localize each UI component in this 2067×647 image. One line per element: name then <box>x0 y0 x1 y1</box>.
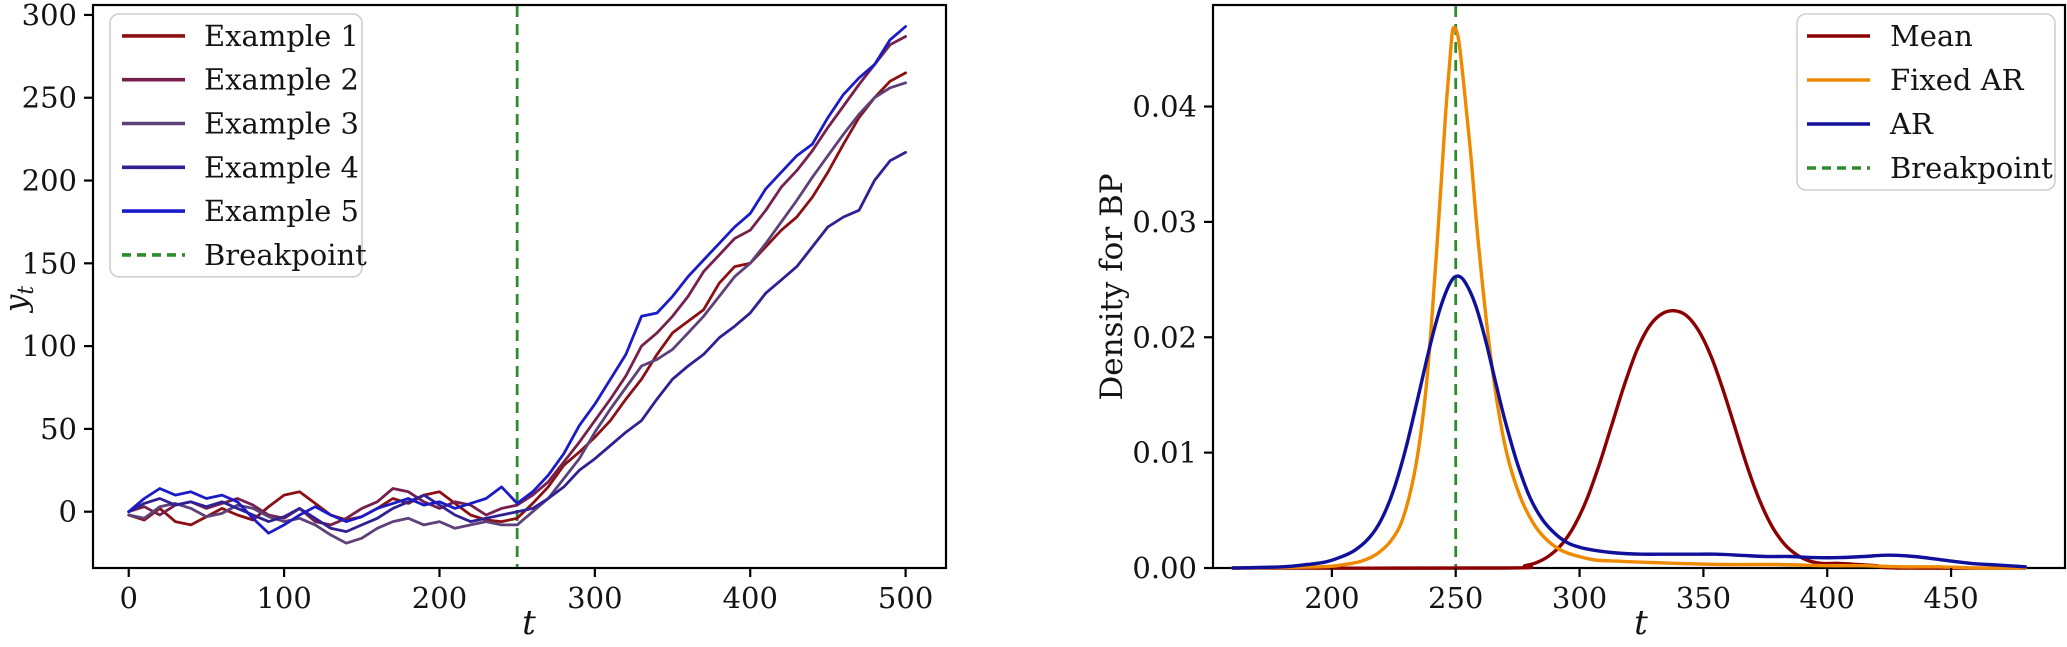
y-axis-tick-label: 100 <box>22 329 77 363</box>
series-line-example-3 <box>127 81 907 545</box>
series-line-ar <box>1231 274 2028 570</box>
legend-label-breakpoint: Breakpoint <box>204 238 367 272</box>
legend-label-mean: Mean <box>1890 19 1973 53</box>
legend-label-breakpoint: Breakpoint <box>1890 151 2053 185</box>
legend: Example 1 Example 2 Example 3 Example 4 Exam… <box>109 13 367 278</box>
y-axis-tick-label: 250 <box>22 81 77 115</box>
y-axis-tick-label: 300 <box>22 0 77 32</box>
x-axis-tick-label: 0 <box>120 581 138 615</box>
legend-label-example-1: Example 1 <box>204 19 359 53</box>
y-axis-tick-label: 0.03 <box>1132 205 1197 239</box>
x-axis-tick-label: 500 <box>878 581 933 615</box>
y-axis-tick-label: 50 <box>40 412 77 446</box>
x-axis-tick-label: 200 <box>412 581 467 615</box>
left-chart: 0 100 200 300 400 500 0 50 100 150 200 250 300 t yt Exa… <box>0 0 948 643</box>
legend-label-fixed-ar: Fixed AR <box>1890 63 2025 97</box>
legend-label-example-5: Example 5 <box>204 194 359 228</box>
x-axis-tick-label: 200 <box>1304 581 1359 615</box>
x-axis-label: t <box>1634 603 1648 643</box>
x-axis-tick-label: 250 <box>1428 581 1483 615</box>
legend-label-ar: AR <box>1889 107 1934 141</box>
legend-label-example-3: Example 3 <box>204 107 359 141</box>
y-axis-label: Density for BP <box>1094 173 1130 400</box>
y-axis-tick-label: 0.04 <box>1132 90 1197 124</box>
y-axis-tick-label: 0.01 <box>1132 436 1197 470</box>
x-axis-tick-label: 450 <box>1923 581 1978 615</box>
x-axis-tick-label: 400 <box>1800 581 1855 615</box>
y-axis-tick-label: 0 <box>59 495 77 529</box>
x-axis-tick-label: 350 <box>1676 581 1731 615</box>
x-axis-tick-label: 300 <box>567 581 622 615</box>
x-axis-tick-label: 100 <box>256 581 311 615</box>
x-axis-label: t <box>522 603 536 643</box>
y-axis-tick-label: 0.00 <box>1132 551 1197 585</box>
series-line-mean <box>1231 308 2028 570</box>
y-axis-tick-label: 200 <box>22 164 77 198</box>
series-line-example-2 <box>127 35 907 527</box>
y-axis-tick-label: 150 <box>22 246 77 280</box>
legend-box <box>1796 13 2056 191</box>
y-axis-tick-label: 0.02 <box>1132 320 1197 354</box>
right-chart: 200 250 300 350 400 450 0.00 0.01 0.02 0.03 0.04 t D… <box>1094 3 2067 643</box>
series-line-example-5 <box>127 25 907 535</box>
x-axis-tick-label: 400 <box>723 581 778 615</box>
series-line-example-4 <box>127 151 907 533</box>
x-axis-tick-label: 300 <box>1552 581 1607 615</box>
series-line-example-1 <box>127 71 907 527</box>
legend-label-example-2: Example 2 <box>204 63 359 97</box>
series-line-fixed-ar <box>1231 25 2028 570</box>
y-axis-label: yt <box>0 286 39 315</box>
legend: Mean Fixed AR AR Breakpoint <box>1796 13 2056 191</box>
legend-label-example-4: Example 4 <box>204 150 359 184</box>
